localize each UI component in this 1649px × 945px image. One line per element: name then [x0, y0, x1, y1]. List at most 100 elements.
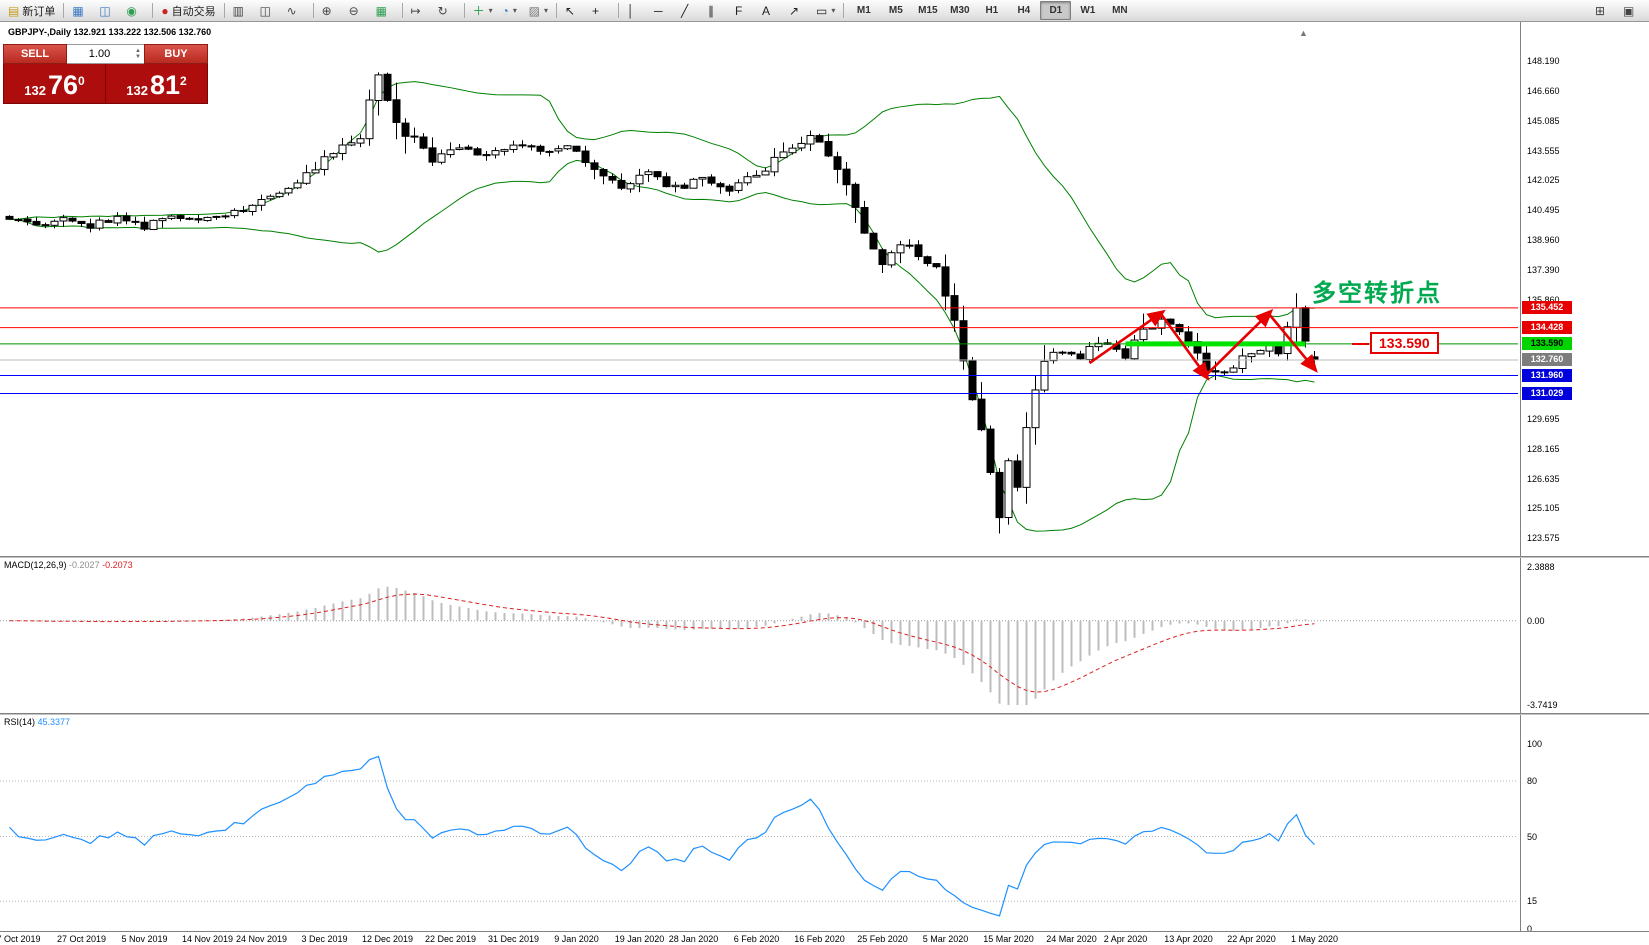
zoom-out-icon[interactable]: ⊖ [345, 1, 371, 21]
macd-axis[interactable]: 2.3888 0.00 -3.7419 [1520, 558, 1649, 713]
price-callout[interactable]: 133.590 [1370, 332, 1439, 354]
window-list-icon[interactable]: ▣ [1619, 1, 1645, 21]
text-icon[interactable]: A [758, 1, 784, 21]
candle-body [986, 428, 995, 473]
zoom-in-icon[interactable]: ⊕ [318, 1, 344, 21]
time-axis-label: 7 Oct 2019 [0, 934, 41, 944]
new-window-icon[interactable]: ⊞ [1591, 1, 1617, 21]
candle-body [1067, 351, 1076, 355]
templates-button[interactable]: ▨ ▾ [525, 1, 552, 21]
vertical-line-icon[interactable]: │ [623, 1, 649, 21]
candle-body [446, 149, 455, 156]
crosshair-icon[interactable]: + [588, 1, 614, 21]
panel-splitter[interactable] [0, 556, 1649, 558]
chevron-down-icon: ▾ [512, 6, 517, 15]
candle-body [347, 142, 356, 146]
timeframe-d1[interactable]: D1 [1040, 1, 1072, 20]
rsi-value: 45.3377 [37, 717, 71, 727]
candle-body [1238, 355, 1247, 370]
price-chart-panel[interactable]: GBPJPY-,Daily 132.921 133.222 132.506 13… [0, 22, 1649, 556]
time-axis-label: 25 Feb 2020 [857, 934, 908, 944]
candle-body [968, 359, 977, 401]
price-level-badge: 133.590 [1522, 337, 1572, 351]
candle-body [887, 252, 896, 266]
sell-price-display[interactable]: 132 76 0 [4, 64, 105, 103]
trend-arrow[interactable] [1160, 313, 1210, 381]
trend-arrow[interactable] [1088, 309, 1166, 365]
candle-body [329, 153, 338, 158]
candle-body [707, 176, 716, 184]
periods-button[interactable]: ◔ ▾ [498, 1, 524, 21]
timeframe-mn[interactable]: MN [1112, 5, 1128, 16]
line-chart-icon: ∿ [286, 3, 297, 18]
volume-value[interactable]: 1.00 [88, 48, 111, 60]
buy-button[interactable]: BUY [144, 44, 208, 64]
candle-body [1013, 460, 1022, 488]
candle-body [32, 220, 41, 226]
candle-body [428, 147, 437, 163]
macd-canvas [0, 586, 1518, 705]
fibonacci-icon[interactable]: F [731, 1, 757, 21]
price-axis-label: 126.635 [1527, 473, 1560, 484]
profiles-icon[interactable]: ◫ [95, 1, 121, 21]
spin-up-icon[interactable]: ▲ [135, 48, 141, 54]
rsi-panel[interactable]: RSI(14) 45.3377 100 80 50 15 0 [0, 715, 1649, 934]
candle-body [131, 220, 140, 223]
price-chart-canvas[interactable] [0, 22, 1520, 556]
autotrading-button[interactable]: ● 自动交易 [157, 1, 219, 21]
new-window-icon: ⊞ [1595, 3, 1606, 18]
timeframe-m15[interactable]: M15 [918, 5, 938, 16]
candle-body [464, 146, 473, 150]
buy-price-big-figure: 132 [126, 83, 148, 98]
rsi-axis[interactable]: 100 80 50 15 0 [1520, 715, 1649, 934]
sell-button[interactable]: SELL [3, 44, 67, 64]
trend-arrow[interactable] [1205, 309, 1274, 376]
timeframe-m1[interactable]: M1 [856, 5, 871, 16]
macd-panel[interactable]: MACD(12,26,9) -0.2027 -0.2073 2.3888 0.00… [0, 558, 1649, 713]
timeframe-h4[interactable]: H4 [1017, 5, 1031, 16]
timeframe-w1[interactable]: W1 [1080, 5, 1096, 16]
timeframe-h1[interactable]: H1 [985, 5, 999, 16]
auto-scroll-icon[interactable]: ↻ [434, 1, 460, 21]
chart-shift-icon[interactable]: ↦ [407, 1, 433, 21]
timeframe-m5[interactable]: M5 [888, 5, 903, 16]
volume-input[interactable]: 1.00 ▲ ▼ [67, 44, 144, 64]
candle-body [1076, 353, 1085, 360]
ohlc-bars-icon[interactable]: ▥ [229, 1, 255, 21]
time-axis[interactable]: 7 Oct 2019 27 Oct 2019 5 Nov 2019 14 Nov 20… [0, 931, 1649, 945]
macd-value: -0.2027 [69, 560, 100, 570]
scroll-to-end-marker[interactable]: ▲ [1299, 28, 1308, 38]
volume-spinner[interactable]: ▲ ▼ [132, 48, 144, 60]
new-chart-icon[interactable]: ▦ [68, 1, 94, 21]
trend-arrow[interactable] [1268, 313, 1318, 373]
spin-down-icon[interactable]: ▼ [135, 54, 141, 60]
channel-icon[interactable]: ∥ [704, 1, 730, 21]
candle-body [1049, 351, 1058, 362]
panel-splitter[interactable] [0, 713, 1649, 715]
line-chart-icon[interactable]: ∿ [283, 1, 309, 21]
arrows-icon[interactable]: ↗ [785, 1, 811, 21]
candle-body [563, 145, 572, 150]
candle-body [320, 156, 329, 170]
new-order-button[interactable]: ▤ 新订单 [4, 1, 59, 21]
candle-body [833, 156, 842, 170]
buy-price-display[interactable]: 132 81 2 [106, 64, 207, 103]
candle-body [365, 99, 374, 140]
price-axis-label: 125.105 [1527, 503, 1560, 514]
price-axis[interactable]: 148.190 146.660 145.085 143.555 142.025 140.4… [1520, 22, 1649, 556]
grid-icon[interactable]: ▦ [372, 1, 398, 21]
cursor-icon[interactable]: ↖ [561, 1, 587, 21]
shapes-button[interactable]: ▭ ▾ [812, 1, 839, 21]
time-axis-label: 31 Dec 2019 [487, 934, 540, 944]
candle-body [455, 147, 464, 150]
candle-body [959, 320, 968, 362]
indicators-button[interactable]: ＋ ▾ [469, 1, 497, 21]
toolbar-separator [63, 3, 65, 18]
time-axis-label: 9 Jan 2020 [554, 934, 599, 944]
trendline-icon[interactable]: ╱ [677, 1, 703, 21]
timeframe-m30[interactable]: M30 [950, 5, 970, 16]
refresh-icon[interactable]: ◉ [122, 1, 148, 21]
macd-axis-label: 0.00 [1527, 615, 1545, 626]
horizontal-line-icon[interactable]: ─ [650, 1, 676, 21]
candlestick-icon[interactable]: ◫ [256, 1, 282, 21]
